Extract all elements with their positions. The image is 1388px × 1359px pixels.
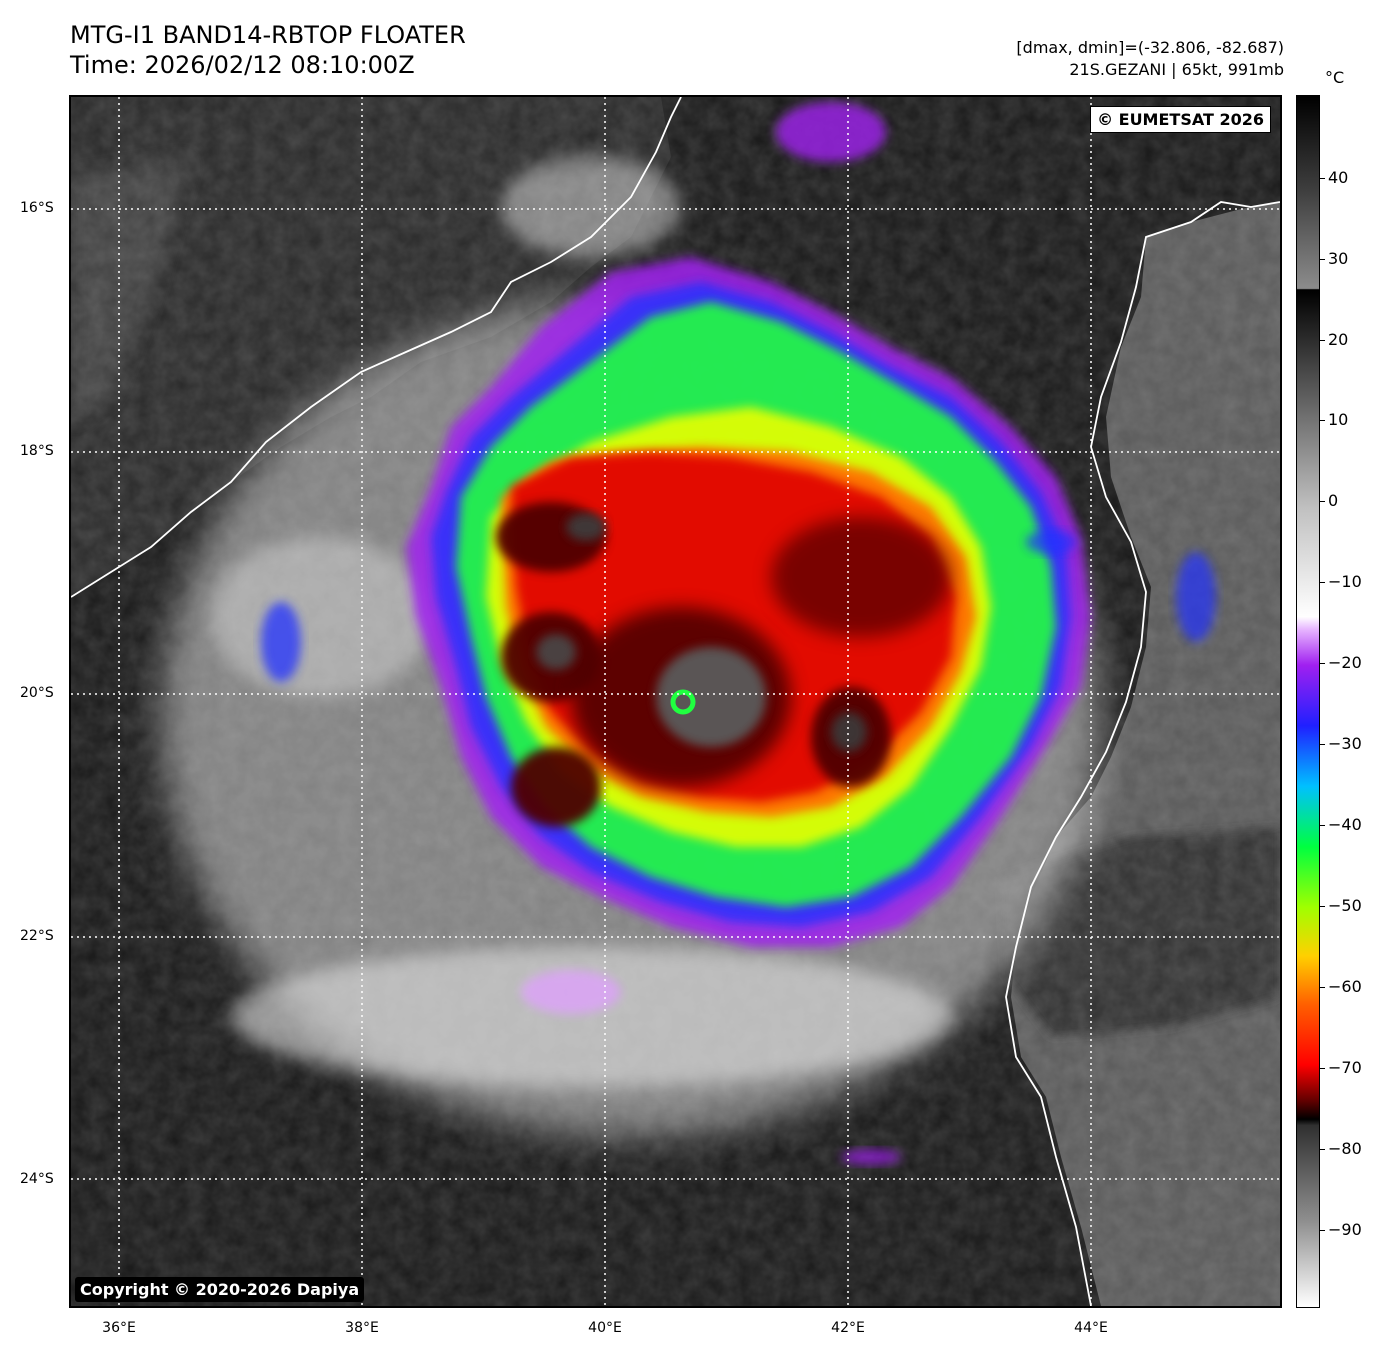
colorbar-label-minus60: −60 xyxy=(1328,977,1362,996)
core-southwest xyxy=(511,747,601,827)
core-northeast xyxy=(771,517,951,637)
colorbar-label-minus30: −30 xyxy=(1328,734,1362,753)
colorbar-tick xyxy=(1320,259,1325,260)
purple-cell-3 xyxy=(1176,552,1216,642)
lat-label-16s: 16°S xyxy=(20,200,54,216)
colorbar-tick xyxy=(1320,340,1325,341)
colorbar-label-minus70: −70 xyxy=(1328,1058,1362,1077)
colorbar-tick xyxy=(1320,1149,1325,1150)
overshoot-west xyxy=(536,634,576,670)
temperature-range: [dmax, dmin]=(-32.806, -82.687) xyxy=(1016,38,1284,57)
colorbar-tick xyxy=(1320,906,1325,907)
center-swirl xyxy=(670,689,696,715)
southern-cloud-band xyxy=(231,947,951,1087)
colorbar-tick xyxy=(1320,501,1325,502)
lon-label-44e: 44°E xyxy=(1074,1320,1108,1336)
colorbar-unit: °C xyxy=(1325,68,1345,87)
colorbar-tick xyxy=(1320,420,1325,421)
storm-info: 21S.GEZANI | 65kt, 991mb xyxy=(1069,60,1284,79)
eumetsat-watermark: © EUMETSAT 2026 xyxy=(1090,106,1271,133)
lon-label-42e: 42°E xyxy=(831,1320,865,1336)
copyright-badge: Copyright © 2020-2026 Dapiya xyxy=(75,1277,365,1302)
overshoot-eye-area xyxy=(656,647,766,747)
colorbar-label-0: 0 xyxy=(1328,491,1339,510)
colorbar-label-minus50: −50 xyxy=(1328,896,1362,915)
purple-cell-1 xyxy=(776,102,886,162)
lon-label-36e: 36°E xyxy=(102,1320,136,1336)
colorbar-label-minus80: −80 xyxy=(1328,1139,1362,1158)
satellite-imagery xyxy=(71,97,1280,1306)
colorbar-tick xyxy=(1320,582,1325,583)
colorbar-label-10: 10 xyxy=(1328,410,1349,429)
colorbar-label-20: 20 xyxy=(1328,330,1349,349)
colorbar-tick xyxy=(1320,1068,1325,1069)
colorbar-tick xyxy=(1320,663,1325,664)
coastline-mozambique xyxy=(71,97,682,598)
colorbar-label-minus40: −40 xyxy=(1328,815,1362,834)
overshoot-north xyxy=(566,513,606,541)
purple-cell-4 xyxy=(521,970,621,1014)
colorbar-tick xyxy=(1320,987,1325,988)
overshoot-east xyxy=(831,712,867,752)
purple-cell-2 xyxy=(261,602,301,682)
lat-label-24s: 24°S xyxy=(20,1171,54,1187)
lon-label-38e: 38°E xyxy=(345,1320,379,1336)
colorbar-label-30: 30 xyxy=(1328,249,1349,268)
colorbar-tick xyxy=(1320,825,1325,826)
purple-cell-5 xyxy=(1026,530,1076,554)
lat-label-22s: 22°S xyxy=(20,928,54,944)
western-cloud-band xyxy=(211,537,431,697)
colorbar-label-minus90: −90 xyxy=(1328,1220,1362,1239)
coastline-madagascar xyxy=(1005,201,1280,1306)
lat-label-20s: 20°S xyxy=(20,685,54,701)
colorbar-tick xyxy=(1320,178,1325,179)
purple-cell-6 xyxy=(841,1149,901,1165)
colorbar-label-minus20: −20 xyxy=(1328,653,1362,672)
lat-label-18s: 18°S xyxy=(20,443,54,459)
temperature-colorbar xyxy=(1296,95,1320,1308)
product-title: MTG-I1 BAND14-RBTOP FLOATER xyxy=(70,21,466,49)
lon-label-40e: 40°E xyxy=(588,1320,622,1336)
observation-time: Time: 2026/02/12 08:10:00Z xyxy=(70,51,415,79)
northern-cloud-streak xyxy=(501,157,681,257)
colorbar-label-40: 40 xyxy=(1328,168,1349,187)
colorbar-tick xyxy=(1320,1230,1325,1231)
satellite-map[interactable]: © EUMETSAT 2026 Copyright © 2020-2026 Da… xyxy=(69,95,1282,1308)
colorbar-tick xyxy=(1320,744,1325,745)
colorbar-label-minus10: −10 xyxy=(1328,572,1362,591)
